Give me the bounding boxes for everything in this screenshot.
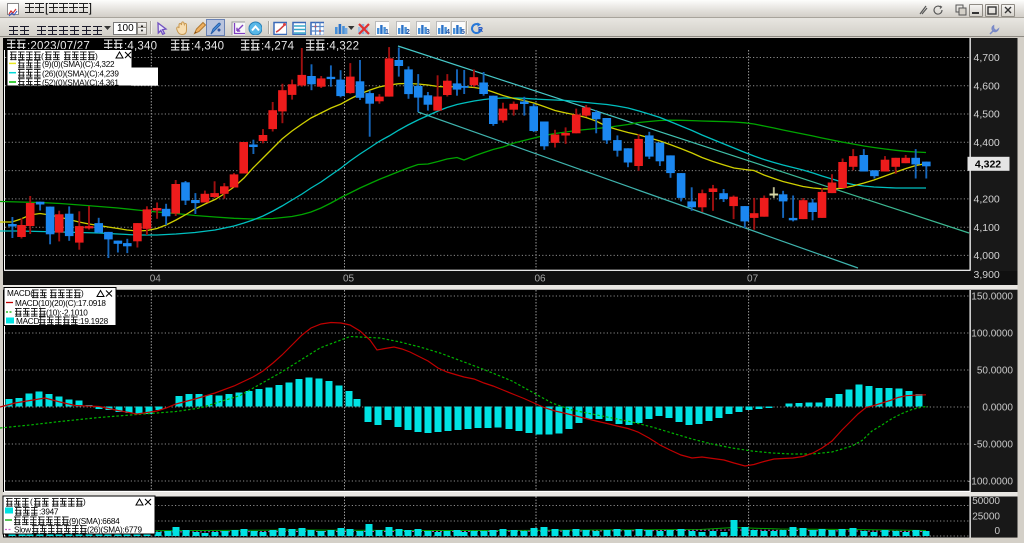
- svg-text:-50.0000: -50.0000: [974, 440, 1014, 451]
- svg-text:4,500: 4,500: [974, 109, 1000, 121]
- svg-text:4,000: 4,000: [974, 250, 1000, 262]
- svg-text:04: 04: [150, 273, 162, 284]
- svg-text:4,700: 4,700: [974, 52, 1000, 64]
- svg-text:Slow: Slow: [14, 526, 31, 535]
- svg-text:MACD(10)(20)(C):17.0918: MACD(10)(20)(C):17.0918: [15, 299, 106, 308]
- svg-text::19.1928: :19.1928: [78, 317, 109, 326]
- svg-text::4,322: :4,322: [326, 41, 359, 53]
- svg-text:(: (: [41, 51, 44, 61]
- svg-text:3,900: 3,900: [974, 269, 1000, 281]
- svg-text:0: 0: [994, 526, 1000, 537]
- svg-text:(9)(SMA):6684: (9)(SMA):6684: [69, 517, 120, 526]
- svg-text:-100.0000: -100.0000: [968, 477, 1013, 488]
- svg-text:R: R: [478, 27, 483, 34]
- svg-text:(10):-2.1010: (10):-2.1010: [46, 309, 88, 318]
- svg-text:3: 3: [426, 29, 430, 35]
- svg-text:(52)(0)(SMA)(C):4,361: (52)(0)(SMA)(C):4,361: [42, 79, 119, 88]
- svg-text:4,322: 4,322: [975, 159, 1001, 171]
- svg-text:0.0000: 0.0000: [982, 403, 1013, 414]
- svg-text:100.0000: 100.0000: [971, 329, 1013, 340]
- svg-text:(9)(0)(SMA)(C):4,322: (9)(0)(SMA)(C):4,322: [42, 60, 115, 69]
- svg-text:MACD(: MACD(: [7, 289, 33, 298]
- svg-text:150.0000: 150.0000: [971, 292, 1013, 303]
- svg-text:5: 5: [461, 29, 465, 35]
- svg-text:MACD: MACD: [16, 317, 39, 326]
- svg-text:07: 07: [747, 273, 759, 284]
- svg-text:(26)(0)(SMA)(C):4,239: (26)(0)(SMA)(C):4,239: [42, 69, 119, 78]
- svg-text:(: (: [30, 498, 33, 507]
- svg-text:06: 06: [534, 273, 546, 284]
- svg-text:05: 05: [343, 273, 355, 284]
- svg-text:1: 1: [385, 29, 389, 35]
- svg-text:4,200: 4,200: [974, 194, 1000, 206]
- svg-text::4,340: :4,340: [191, 41, 224, 53]
- svg-text:25000: 25000: [972, 512, 1000, 523]
- svg-text:4,100: 4,100: [974, 222, 1000, 234]
- svg-text:): ): [83, 498, 86, 507]
- svg-text:): ): [95, 51, 98, 61]
- svg-text:50.0000: 50.0000: [977, 366, 1014, 377]
- svg-text:50000: 50000: [972, 496, 1000, 507]
- svg-text:): ): [81, 289, 84, 298]
- svg-text:4: 4: [446, 29, 450, 35]
- svg-text:4,600: 4,600: [974, 80, 1000, 92]
- svg-text:(26)(SMA):6779: (26)(SMA):6779: [87, 526, 142, 535]
- svg-text::3947: :3947: [39, 508, 59, 517]
- svg-text::4,274: :4,274: [261, 41, 295, 53]
- svg-text:2: 2: [406, 29, 410, 35]
- svg-text:4,400: 4,400: [974, 137, 1000, 149]
